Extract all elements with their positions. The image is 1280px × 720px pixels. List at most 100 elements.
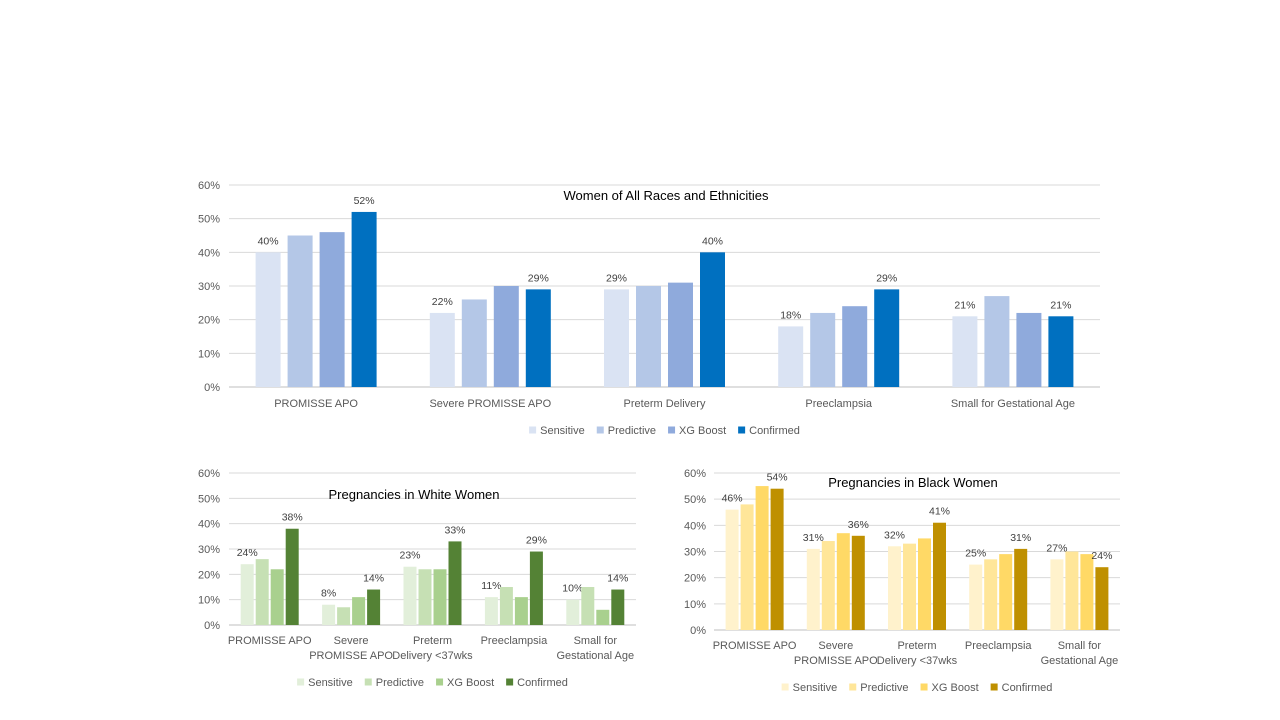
bar-xg-boost xyxy=(755,486,769,630)
bar-sensitive xyxy=(969,564,983,630)
bar-xg-boost xyxy=(1080,554,1094,630)
data-label: 33% xyxy=(444,524,465,536)
category-label-line: Preeclampsia xyxy=(481,635,549,647)
category-label-line: Preterm Delivery xyxy=(624,398,706,410)
legend-swatch xyxy=(668,426,676,434)
data-label: 14% xyxy=(607,573,628,585)
bar-predictive xyxy=(287,235,313,387)
bar-xg-boost xyxy=(999,554,1013,630)
data-label: 14% xyxy=(363,573,384,585)
bar-predictive xyxy=(984,559,998,630)
bar-xg-boost xyxy=(668,282,693,387)
category-label: PROMISSE APO xyxy=(228,635,312,647)
category-label: Preterm Delivery <37wks xyxy=(392,635,473,662)
bar-sensitive xyxy=(806,548,820,630)
data-label: 52% xyxy=(354,195,375,207)
bar-confirmed xyxy=(1014,548,1028,630)
bar-predictive xyxy=(461,299,487,387)
legend-label: XG Boost xyxy=(679,425,726,437)
data-label: 36% xyxy=(848,519,869,531)
bar-sensitive xyxy=(240,564,254,625)
bar-sensitive xyxy=(255,252,281,387)
category-label-line: Preterm xyxy=(897,640,936,652)
data-label: 29% xyxy=(606,272,627,284)
data-label: 29% xyxy=(876,272,897,284)
category-label: Small for Gestational Age xyxy=(556,635,634,662)
bar-xg-boost xyxy=(918,538,931,630)
category-label-line: Small for Gestational Age xyxy=(951,398,1075,410)
bar-confirmed xyxy=(770,488,784,630)
legend-label: Sensitive xyxy=(540,425,585,437)
category-label-line: Severe xyxy=(818,640,853,652)
bar-sensitive xyxy=(604,289,629,387)
category-label-line: Small for xyxy=(1058,640,1102,652)
category-label-line: Gestational Age xyxy=(556,650,634,662)
data-label: 10% xyxy=(562,583,583,595)
data-label: 24% xyxy=(1091,550,1112,562)
y-tick-label: 50% xyxy=(198,214,220,226)
bar-confirmed xyxy=(448,541,462,625)
y-tick-label: 30% xyxy=(684,547,706,559)
data-label: 23% xyxy=(399,550,420,562)
legend-swatch xyxy=(990,683,998,691)
bar-xg-boost xyxy=(352,597,366,625)
category-label: PROMISSE APO xyxy=(713,640,797,652)
chart-all-women: 0% 10% 20% 30% 40% 50% 60% Women of All Races a… xyxy=(198,180,1100,437)
category-label-line: PROMISSE APO xyxy=(274,398,358,410)
bar-predictive xyxy=(821,541,835,630)
chart-title: Pregnancies in White Women xyxy=(328,487,499,502)
category-label: Preterm Delivery xyxy=(624,398,706,410)
category-label: PROMISSE APO xyxy=(274,398,358,410)
legend-swatch xyxy=(297,678,305,686)
category-label-line: PROMISSE APO xyxy=(713,640,797,652)
category-label-line: Gestational Age xyxy=(1041,655,1119,667)
category-label-line: PROMISSE APO xyxy=(794,655,878,667)
category-label: Preeclampsia xyxy=(805,398,873,410)
legend-label: Predictive xyxy=(860,682,908,694)
data-label: 24% xyxy=(237,547,258,559)
bar-confirmed xyxy=(611,589,625,625)
legend-swatch xyxy=(781,683,789,691)
legend: Sensitive Predictive XG Boost Confirmed xyxy=(529,425,800,437)
category-label-line: Delivery <37wks xyxy=(877,655,958,667)
y-tick-label: 40% xyxy=(198,247,220,259)
bar-predictive xyxy=(581,587,595,625)
y-tick-label: 40% xyxy=(684,520,706,532)
y-tick-label: 50% xyxy=(684,494,706,506)
legend-label: Predictive xyxy=(376,677,424,689)
bar-predictive xyxy=(499,587,513,625)
y-tick-label: 0% xyxy=(204,382,220,394)
y-tick-label: 60% xyxy=(198,180,220,192)
category-label-line: PROMISSE APO xyxy=(228,635,312,647)
y-tick-label: 20% xyxy=(198,569,220,581)
bar-predictive xyxy=(740,504,754,630)
category-label-line: Delivery <37wks xyxy=(392,650,473,662)
y-tick-label: 0% xyxy=(690,625,706,637)
data-label: 41% xyxy=(929,506,950,518)
bar-sensitive xyxy=(725,509,739,630)
category-label-line: Severe xyxy=(334,635,369,647)
bar-sensitive xyxy=(952,316,978,387)
y-tick-label: 10% xyxy=(684,599,706,611)
data-label: 40% xyxy=(258,235,279,247)
data-label: 25% xyxy=(965,548,986,560)
legend: Sensitive Predictive XG Boost Confirmed xyxy=(297,677,568,689)
data-label: 11% xyxy=(481,580,501,592)
bar-xg-boost xyxy=(1016,312,1042,387)
bar-predictive xyxy=(810,312,836,387)
category-label: Small for Gestational Age xyxy=(951,398,1075,410)
category-label: Preterm Delivery <37wks xyxy=(877,640,958,667)
legend: Sensitive Predictive XG Boost Confirmed xyxy=(781,682,1052,694)
data-label: 21% xyxy=(954,299,975,311)
category-label-line: PROMISSE APO xyxy=(309,650,393,662)
y-tick-label: 50% xyxy=(198,493,220,505)
bar-sensitive xyxy=(484,597,498,625)
y-tick-label: 10% xyxy=(198,348,220,360)
data-label: 54% xyxy=(767,472,788,484)
bar-sensitive xyxy=(1050,559,1064,630)
bar-xg-boost xyxy=(842,306,868,387)
bar-confirmed xyxy=(874,289,900,387)
y-tick-label: 20% xyxy=(198,315,220,327)
bar-xg-boost xyxy=(319,232,345,387)
